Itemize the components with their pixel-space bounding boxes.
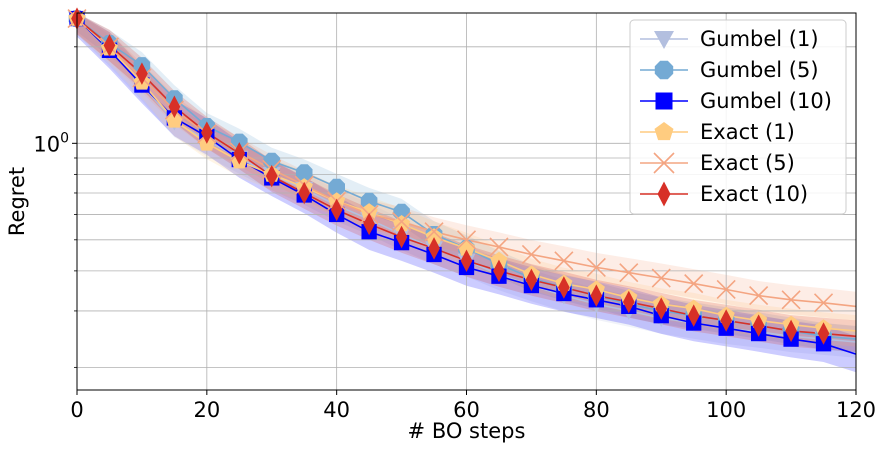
legend-box [629, 19, 847, 215]
marker-5 [525, 268, 538, 292]
band-4 [77, 13, 856, 321]
y-tick-label-major: 100 [33, 130, 69, 156]
legend-marker-5 [657, 181, 671, 207]
marker-5 [395, 225, 408, 249]
marker-5 [558, 276, 570, 299]
marker-1 [295, 164, 313, 181]
x-tick-label: 100 [706, 398, 746, 422]
marker-1 [328, 178, 345, 196]
marker-5 [298, 181, 311, 205]
legend-marker-0 [654, 31, 674, 49]
marker-4 [521, 244, 541, 265]
y-axis-label: Regret [5, 167, 29, 236]
legend-marker-1 [654, 60, 674, 80]
marker-4 [586, 257, 606, 278]
legend-label-4: Exact (5) [700, 151, 795, 175]
legend-label-1: Gumbel (5) [700, 58, 819, 82]
marker-5 [168, 95, 181, 119]
y-axis-ticks [72, 46, 77, 368]
legend-label-3: Exact (1) [700, 120, 795, 144]
x-tick-label: 60 [453, 398, 480, 422]
marker-5 [460, 249, 473, 273]
legend-label-0: Gumbel (1) [700, 27, 819, 51]
x-axis-ticks: 0 20 40 60 80 100 120 [70, 390, 876, 422]
x-axis-label: # BO steps [408, 419, 526, 443]
marker-4 [456, 230, 477, 250]
x-tick-label: 80 [583, 398, 610, 422]
marker-5 [590, 284, 603, 307]
marker-5 [428, 237, 440, 260]
marker-5 [330, 198, 343, 222]
x-tick-label: 0 [70, 398, 83, 422]
series-markers [67, 7, 834, 352]
y-tick-label-base: 10 [33, 132, 60, 156]
marker-1 [393, 203, 410, 221]
marker-5 [136, 62, 148, 85]
x-tick-label: 120 [836, 398, 876, 422]
marker-5 [493, 259, 505, 283]
marker-4 [392, 212, 412, 232]
marker-1 [231, 133, 248, 151]
marker-5 [265, 164, 278, 188]
marker-4 [749, 286, 769, 306]
x-tick-label: 20 [193, 398, 220, 422]
marker-5 [752, 314, 765, 337]
marker-4 [781, 290, 801, 310]
legend-label-2: Gumbel (10) [700, 89, 832, 113]
marker-4 [684, 274, 704, 294]
marker-5 [622, 290, 635, 314]
marker-3 [393, 215, 411, 232]
band-5 [77, 13, 856, 353]
marker-4 [651, 268, 671, 288]
marker-4 [813, 293, 834, 313]
marker-1 [360, 192, 378, 210]
marker-5 [200, 121, 213, 144]
marker-5 [785, 319, 797, 343]
marker-5 [103, 34, 116, 57]
legend-label-5: Exact (10) [700, 182, 808, 206]
y-tick-label-exp: 0 [60, 130, 69, 146]
marker-5 [655, 297, 668, 320]
marker-5 [233, 142, 246, 165]
marker-3 [425, 228, 443, 245]
marker-4 [424, 222, 444, 242]
marker-5 [720, 309, 733, 332]
marker-5 [363, 212, 375, 236]
marker-4 [554, 251, 574, 271]
x-tick-label: 40 [323, 398, 350, 422]
marker-3 [360, 203, 378, 220]
legend-marker-2 [655, 92, 673, 110]
legend-marker-3 [654, 122, 674, 141]
band-1 [77, 13, 856, 353]
band-3 [77, 13, 856, 347]
marker-4 [489, 237, 509, 257]
legend: Gumbel (1) Gumbel (5) Gumbel (10) Exact (1)… [629, 19, 847, 215]
legend-marker-4 [653, 152, 675, 174]
marker-4 [716, 279, 736, 300]
marker-4 [619, 263, 639, 283]
marker-5 [817, 322, 830, 345]
marker-5 [687, 304, 700, 327]
